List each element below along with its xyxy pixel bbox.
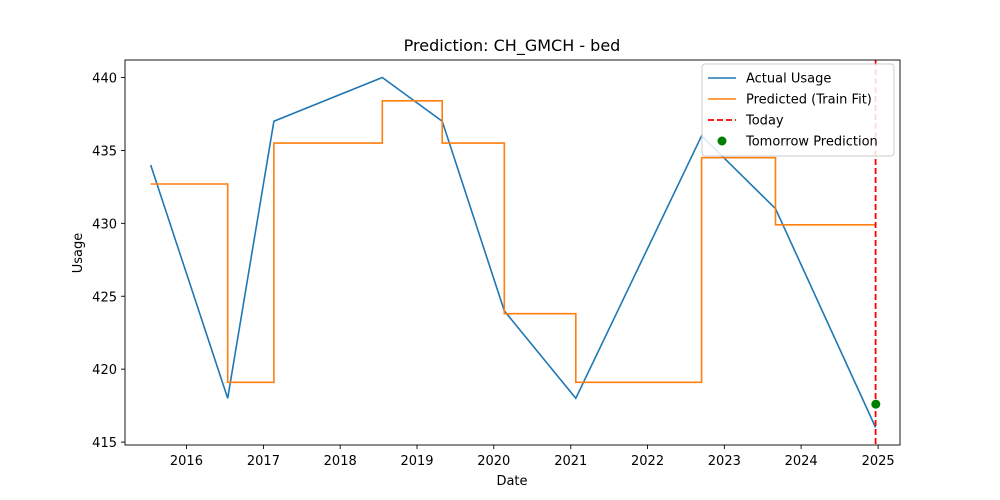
legend-marker <box>717 136 727 146</box>
y-tick-label: 440 <box>92 72 117 87</box>
y-axis: 415 420 425 430 435 440 <box>92 72 125 451</box>
y-tick-label: 435 <box>92 144 117 159</box>
x-axis-label: Date <box>496 474 527 489</box>
series-predicted-step-line <box>150 100 876 384</box>
chart-title: Prediction: CH_GMCH - bed <box>404 36 621 56</box>
x-tick-label: 2019 <box>400 454 433 469</box>
y-tick-label: 420 <box>92 363 117 378</box>
y-tick-label: 415 <box>92 436 117 451</box>
legend: Actual Usage Predicted (Train Fit) Today To… <box>701 63 895 157</box>
x-tick-label: 2023 <box>708 454 741 469</box>
legend-label: Actual Usage <box>746 72 831 87</box>
x-tick-label: 2021 <box>554 454 587 469</box>
y-tick-label: 425 <box>92 290 117 305</box>
legend-box <box>701 63 895 157</box>
x-tick-label: 2025 <box>862 454 895 469</box>
x-tick-label: 2022 <box>631 454 664 469</box>
y-tick-label: 430 <box>92 217 117 232</box>
y-axis-label: Usage <box>71 233 86 274</box>
x-axis: 2016 2017 2018 2019 2020 2021 2022 2023 2024 2025 <box>170 445 895 469</box>
x-tick-label: 2018 <box>324 454 357 469</box>
x-tick-label: 2024 <box>785 454 818 469</box>
legend-label: Today <box>745 114 784 129</box>
x-tick-label: 2016 <box>170 454 203 469</box>
series-actual-usage-line <box>149 76 877 428</box>
plot-frame <box>124 59 901 446</box>
legend-label: Predicted (Train Fit) <box>746 93 872 108</box>
tomorrow-prediction-point <box>871 399 881 409</box>
x-tick-label: 2020 <box>477 454 510 469</box>
x-tick-label: 2017 <box>247 454 280 469</box>
legend-label: Tomorrow Prediction <box>745 135 878 150</box>
